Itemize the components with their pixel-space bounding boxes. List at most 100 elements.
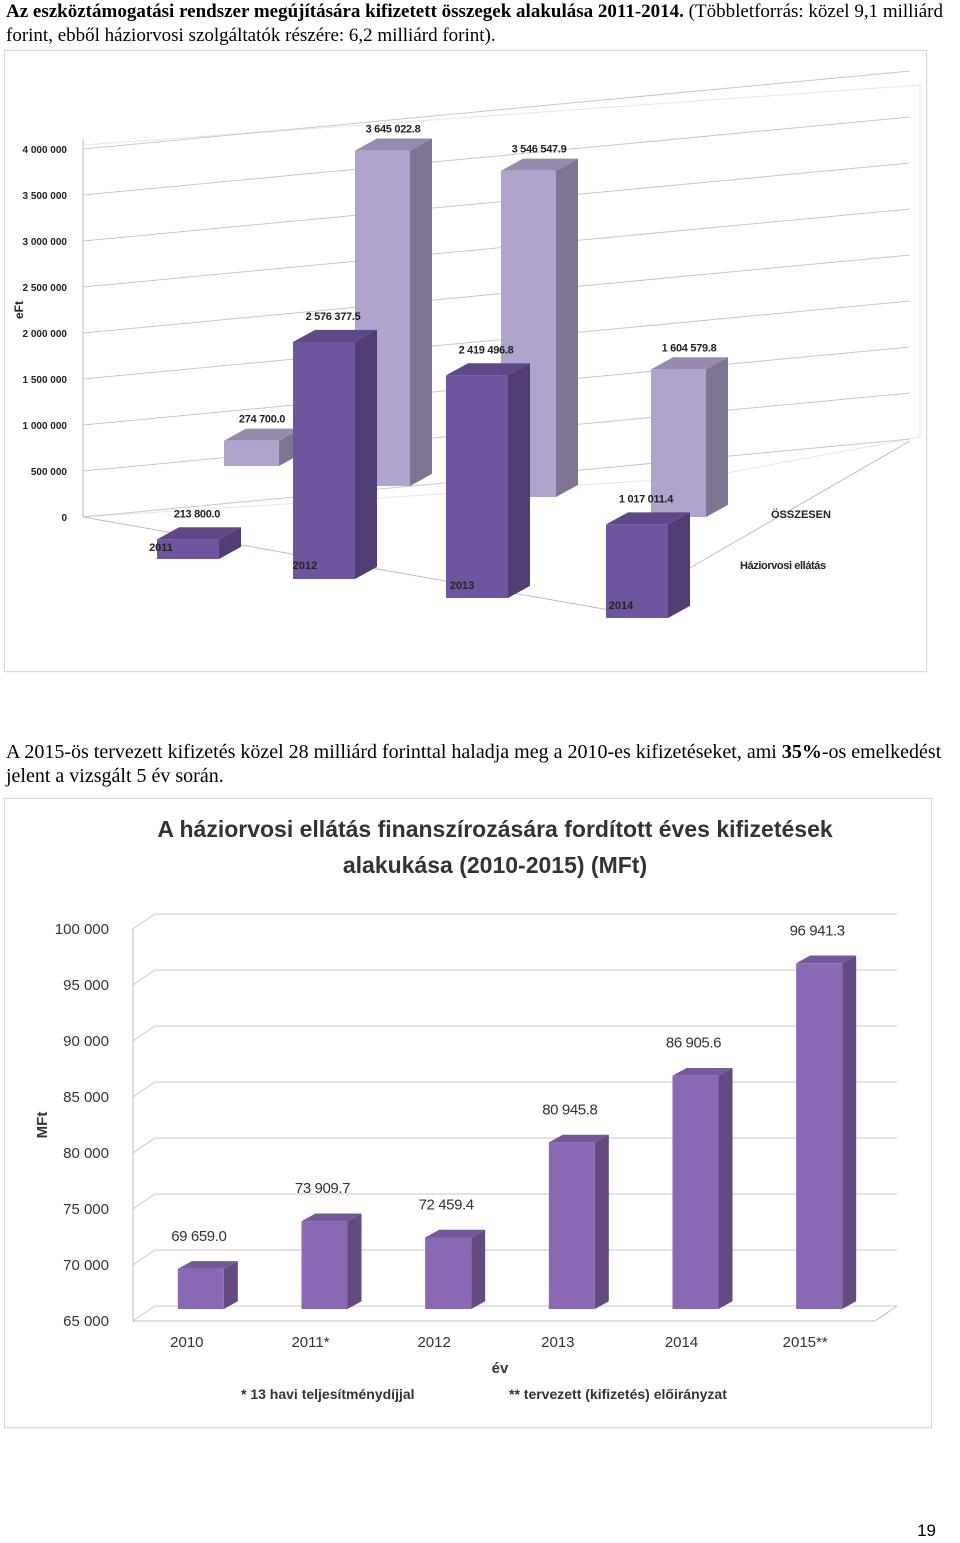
- y-tick-label: 100 000: [55, 921, 109, 938]
- bar-2013-front: [548, 1142, 595, 1309]
- chart-2-svg: A háziorvosi ellátás finanszírozására fo…: [34, 816, 898, 1402]
- floor-right-edge: [874, 1305, 898, 1322]
- bar-haziorvosi-2014-front: [606, 524, 668, 618]
- y-tick-label: 500 000: [31, 467, 68, 478]
- y-tick-label: 75 000: [63, 1201, 109, 1218]
- data-label-haziorvosi: 1 017 011.4: [619, 493, 674, 505]
- x-tick-label: 2013: [450, 580, 474, 592]
- grid-line: [82, 162, 911, 242]
- data-label: 80 945.8: [542, 1101, 597, 1118]
- y-tick-label: 1 000 000: [23, 421, 68, 432]
- data-label: 69 659.0: [171, 1228, 226, 1245]
- bar-2012-side: [471, 1229, 486, 1309]
- bar-2013-top: [548, 1134, 609, 1143]
- paragraph-2-bold: 35%: [781, 741, 822, 763]
- y-axis-title: MFt: [34, 1112, 51, 1139]
- bar-2013-side: [594, 1134, 609, 1309]
- y-tick-label: 80 000: [63, 1145, 109, 1162]
- data-label-osszesen: 1 604 579.8: [662, 342, 717, 354]
- bar-haziorvosi-2014: [606, 512, 690, 618]
- data-label: 72 459.4: [419, 1196, 474, 1213]
- y-tick-label: 95 000: [63, 977, 109, 994]
- bar-haziorvosi-2011-front: [157, 539, 219, 559]
- x-tick-label: 2014: [609, 600, 634, 612]
- intro-paragraph: Az eszköztámogatási rendszer megújításár…: [6, 0, 954, 48]
- grid-line: [82, 254, 911, 334]
- y-tick-label: 3 500 000: [23, 191, 68, 202]
- bar-haziorvosi-2011: [157, 527, 241, 559]
- bar-haziorvosi-2011-side: [219, 527, 241, 559]
- bar-2012-front: [425, 1237, 472, 1309]
- data-label: 96 941.3: [790, 922, 845, 939]
- grid-line-depth: [132, 1025, 156, 1042]
- bar-2014-front: [672, 1075, 719, 1309]
- x-tick-label: 2013: [541, 1334, 574, 1351]
- y-tick-label: 2 000 000: [23, 329, 68, 340]
- bar-2011*-side: [347, 1213, 362, 1309]
- footnote-1: * 13 havi teljesítménydíjjal: [241, 1386, 415, 1402]
- chart-title-line: A háziorvosi ellátás finanszírozására fo…: [157, 816, 833, 842]
- chart-title-line: alakukása (2010-2015) (MFt): [343, 852, 647, 878]
- y-axis-title: eFt: [12, 301, 26, 319]
- bar-2014: [672, 1067, 733, 1309]
- bar-2010-side: [223, 1261, 238, 1309]
- y-tick-label: 0: [61, 513, 67, 524]
- grid-line: [82, 116, 911, 196]
- y-tick-label: 65 000: [63, 1313, 109, 1330]
- y-tick-label: 90 000: [63, 1033, 109, 1050]
- data-label-osszesen: 274 700.0: [239, 414, 285, 426]
- x-tick-label: 2012: [417, 1334, 450, 1351]
- bar-haziorvosi-2013-top: [446, 363, 530, 376]
- bar-2010: [177, 1261, 238, 1309]
- data-label-haziorvosi: 213 800.0: [174, 508, 220, 520]
- bar-osszesen-2011-top: [224, 428, 301, 441]
- bar-osszesen-2013-side: [556, 158, 578, 497]
- bar-haziorvosi-2012-front: [293, 341, 355, 579]
- intro-rest-text: (Többletforrás: közel 9,1 milliárd forin…: [6, 1, 943, 46]
- bar-osszesen-2014-top: [651, 357, 728, 370]
- bar-2010-top: [177, 1261, 238, 1269]
- x-axis-title: év: [492, 1360, 509, 1377]
- grid-line: [82, 70, 911, 150]
- x-tick-label: 2014: [665, 1334, 698, 1351]
- bar-osszesen-2014-side: [706, 357, 728, 517]
- x-tick-label: 2012: [293, 560, 317, 572]
- paragraph-2-post: -os emelkedést jelent a vizsgált 5 év so…: [6, 741, 942, 787]
- bar-2014-top: [672, 1067, 733, 1076]
- bar-osszesen-2012-top: [355, 138, 432, 151]
- bar-haziorvosi-2012-side: [355, 329, 377, 579]
- bar-haziorvosi-2012: [293, 329, 377, 579]
- paragraph-2: A 2015-ös tervezett kifizetés közel 28 m…: [6, 740, 954, 788]
- data-label-haziorvosi: 2 576 377.5: [306, 311, 361, 323]
- data-label: 73 909.7: [295, 1180, 350, 1197]
- grid-line-depth: [132, 1193, 156, 1210]
- x-tick-label: 2010: [170, 1334, 203, 1351]
- bar-osszesen-2013-top: [501, 158, 578, 171]
- bar-2015**-front: [796, 963, 843, 1309]
- bar-2015**-side: [842, 955, 857, 1309]
- grid-line-depth: [132, 969, 156, 986]
- bar-haziorvosi-2014-side: [668, 512, 690, 618]
- footnote-2: ** tervezett (kifizetés) előirányzat: [509, 1386, 727, 1402]
- page-number: 19: [917, 1521, 936, 1540]
- bar-2010-front: [177, 1268, 224, 1309]
- chart-1-svg: 0 500 000 1 000 000 1 500 000 2 000 000 2 500…: [12, 70, 921, 618]
- bar-haziorvosi-2012-top: [293, 329, 377, 342]
- bar-2012-top: [425, 1229, 486, 1238]
- grid-line-depth: [132, 1305, 156, 1322]
- grid-line: [82, 300, 911, 380]
- bar-osszesen-2011: [224, 428, 301, 466]
- y-tick-label: 85 000: [63, 1089, 109, 1106]
- grid-line-depth: [132, 1081, 156, 1098]
- bar-2014-side: [718, 1067, 733, 1309]
- bar-2015**: [796, 955, 857, 1309]
- data-label: 86 905.6: [666, 1035, 721, 1052]
- paragraph-2-pre: A 2015-ös tervezett kifizetés közel 28 m…: [6, 741, 782, 763]
- intro-bold-text: Az eszköztámogatási rendszer megújításár…: [6, 1, 684, 22]
- bar-2015**-top: [796, 955, 857, 964]
- data-label-osszesen: 3 645 022.8: [366, 124, 421, 136]
- bars: [177, 955, 857, 1309]
- chart-2-frame: A háziorvosi ellátás finanszírozására fo…: [4, 798, 932, 1428]
- y-tick-label: 2 500 000: [23, 283, 68, 294]
- bar-osszesen-2012-side: [410, 138, 432, 486]
